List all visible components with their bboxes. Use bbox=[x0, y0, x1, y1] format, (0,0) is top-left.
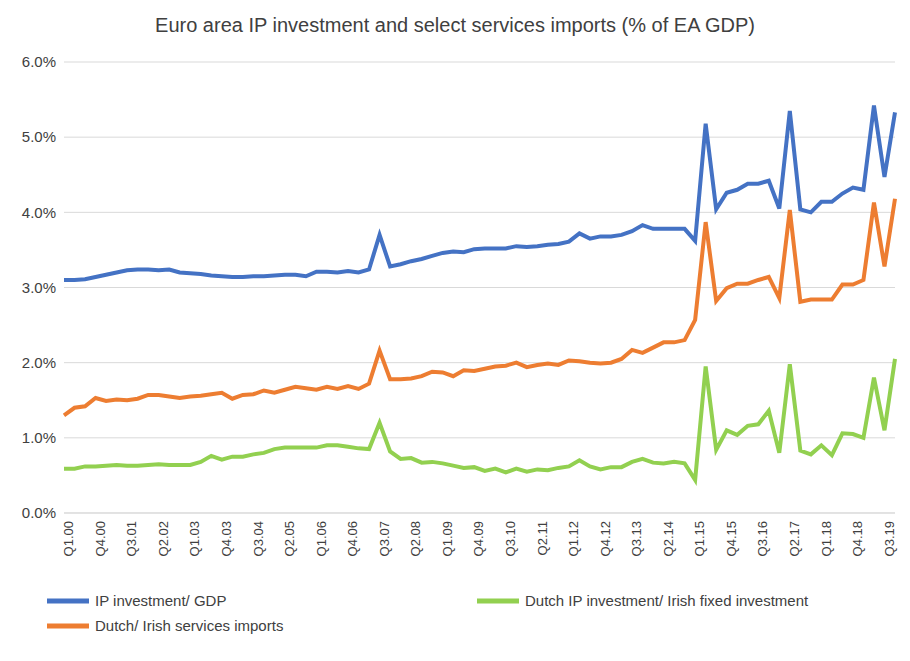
svg-text:Q3.19: Q3.19 bbox=[882, 521, 897, 556]
svg-text:Q2.02: Q2.02 bbox=[156, 521, 171, 556]
html-text:IP investment/ GDP: IP investment/ GDP bbox=[95, 592, 227, 609]
svg-text:Q4.00: Q4.00 bbox=[93, 521, 108, 556]
svg-text:Q2.17: Q2.17 bbox=[787, 521, 802, 556]
svg-text:Q1.15: Q1.15 bbox=[692, 521, 707, 556]
svg-text:Q3.16: Q3.16 bbox=[755, 521, 770, 556]
svg-text:4.0%: 4.0% bbox=[22, 204, 56, 221]
svg-text:5.0%: 5.0% bbox=[22, 128, 56, 145]
svg-text:3.0%: 3.0% bbox=[22, 279, 56, 296]
svg-text:Q3.07: Q3.07 bbox=[377, 521, 392, 556]
svg-text:Q1.03: Q1.03 bbox=[187, 521, 202, 556]
svg-text:Q3.04: Q3.04 bbox=[251, 521, 266, 556]
svg-text:Q2.11: Q2.11 bbox=[535, 521, 550, 555]
svg-text:Q4.09: Q4.09 bbox=[471, 521, 486, 556]
svg-text:0.0%: 0.0% bbox=[22, 504, 56, 521]
svg-text:1.0%: 1.0% bbox=[22, 429, 56, 446]
svg-text:Q3.10: Q3.10 bbox=[503, 521, 518, 556]
svg-text:Q2.14: Q2.14 bbox=[661, 521, 676, 556]
svg-text:Q4.12: Q4.12 bbox=[598, 521, 613, 556]
svg-text:Q4.03: Q4.03 bbox=[219, 521, 234, 556]
svg-text:Q3.01: Q3.01 bbox=[124, 521, 139, 556]
svg-text:Q2.05: Q2.05 bbox=[282, 521, 297, 556]
svg-text:Q2.08: Q2.08 bbox=[408, 521, 423, 556]
svg-text:2.0%: 2.0% bbox=[22, 354, 56, 371]
svg-text:Q3.13: Q3.13 bbox=[629, 521, 644, 556]
html-text:Dutch IP investment/ Irish fix: Dutch IP investment/ Irish fixed investm… bbox=[525, 592, 809, 609]
svg-text:Q4.06: Q4.06 bbox=[345, 521, 360, 556]
html-text:Dutch/ Irish services imports: Dutch/ Irish services imports bbox=[95, 617, 284, 634]
svg-text:Q1.18: Q1.18 bbox=[819, 521, 834, 556]
svg-text:Q1.12: Q1.12 bbox=[566, 521, 581, 556]
html-text:Euro area IP investment and se: Euro area IP investment and select servi… bbox=[155, 14, 755, 36]
svg-text:Q4.15: Q4.15 bbox=[724, 521, 739, 556]
svg-text:6.0%: 6.0% bbox=[22, 53, 56, 70]
svg-text:Q4.18: Q4.18 bbox=[850, 521, 865, 556]
svg-text:Q1.00: Q1.00 bbox=[61, 521, 76, 556]
svg-text:Q1.06: Q1.06 bbox=[314, 521, 329, 556]
svg-text:Q1.09: Q1.09 bbox=[440, 521, 455, 556]
